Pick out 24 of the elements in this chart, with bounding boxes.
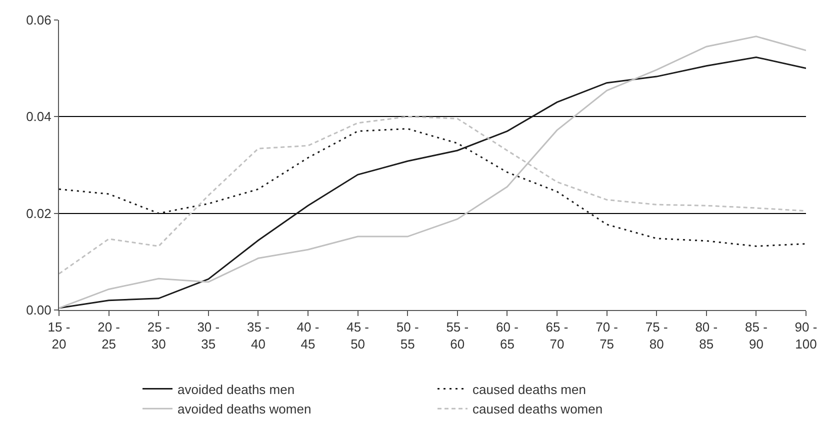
x-tick-label: 45 - 50 bbox=[346, 320, 370, 352]
x-tick-label: 40 - 45 bbox=[296, 320, 320, 352]
x-tick-label: 75 - 80 bbox=[645, 320, 668, 352]
y-tick-label: 0.00 bbox=[26, 302, 52, 318]
legend-label: avoided deaths women bbox=[178, 402, 312, 417]
x-tick-label: 65 - 70 bbox=[546, 320, 568, 352]
x-tick-label: 85 - 90 bbox=[744, 320, 768, 352]
legend-label: caused deaths men bbox=[472, 382, 586, 397]
y-tick-label: 0.02 bbox=[26, 206, 52, 221]
x-tick-label: 15 - 20 bbox=[48, 320, 70, 352]
legend-label: avoided deaths men bbox=[178, 382, 295, 397]
x-tick-label: 50 - 55 bbox=[396, 320, 419, 352]
x-tick-label: 35 - 40 bbox=[246, 320, 270, 352]
x-tick-label: 55 - 60 bbox=[446, 320, 469, 352]
x-tick-label: 90 - 100 bbox=[794, 320, 818, 352]
x-tick-label: 30 - 35 bbox=[197, 320, 220, 352]
x-tick-label: 25 - 30 bbox=[147, 320, 170, 352]
x-tick-label: 70 - 75 bbox=[596, 320, 618, 352]
legend-label: caused deaths women bbox=[472, 402, 603, 417]
x-tick-label: 20 - 25 bbox=[98, 320, 120, 352]
x-tick-label: 80 - 85 bbox=[695, 320, 718, 352]
x-tick-label: 60 - 65 bbox=[496, 320, 518, 352]
y-tick-label: 0.06 bbox=[26, 12, 52, 28]
y-tick-label: 0.04 bbox=[26, 109, 52, 124]
